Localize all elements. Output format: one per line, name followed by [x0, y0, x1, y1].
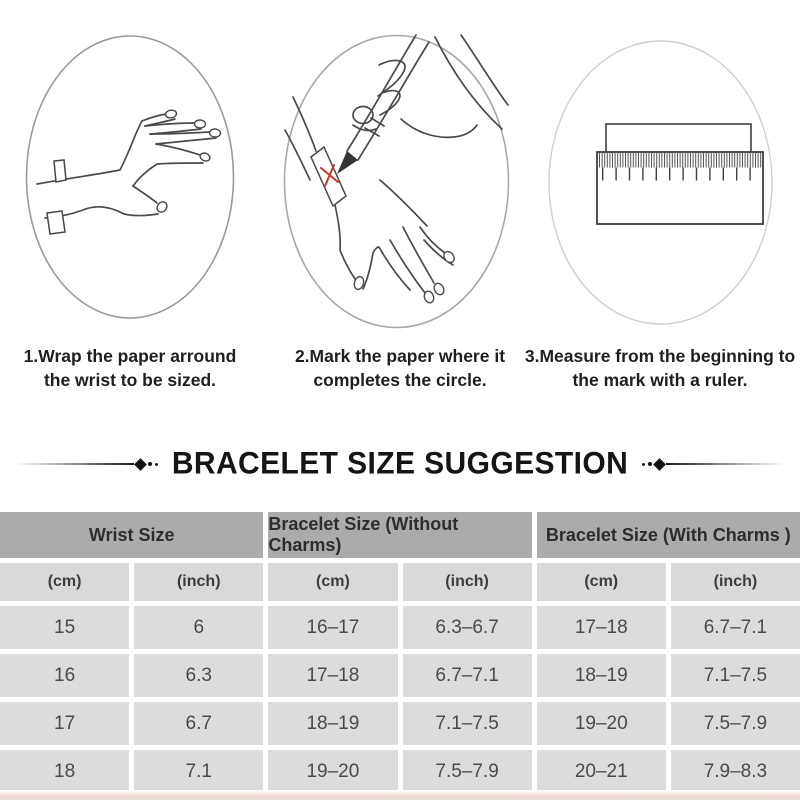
table-cell: 7.1–7.5: [402, 702, 532, 745]
table-cell: 7.5–7.9: [670, 702, 800, 745]
table-cell: 17–18: [268, 654, 398, 697]
table-cell: 6.7–7.1: [670, 606, 800, 649]
col-group-without-charms: Bracelet Size (Without Charms): [268, 512, 532, 558]
pen-marking-wrist-icon: [283, 34, 510, 329]
unit-header: (cm): [0, 563, 130, 601]
dot-icon: [641, 462, 645, 466]
unit-header: (inch): [134, 563, 264, 601]
table-cell: 6.7: [134, 702, 264, 745]
table-cell: 19–20: [536, 702, 666, 745]
table-cell: 17: [0, 702, 130, 745]
table-cell: 6.3–6.7: [402, 606, 532, 649]
hand-with-paper-strip-icon: [25, 35, 235, 319]
table-cell: 7.5–7.9: [402, 750, 532, 793]
table-cell: 6.3: [134, 654, 264, 697]
unit-header: (inch): [670, 563, 800, 601]
table-cell: 6.7–7.1: [402, 654, 532, 697]
bottom-accent-strip: [0, 790, 800, 800]
section-title-row: BRACELET SIZE SUGGESTION: [0, 446, 800, 481]
size-table: Wrist Size Bracelet Size (Without Charms…: [0, 512, 800, 793]
table-cell: 7.1–7.5: [670, 654, 800, 697]
col-group-with-charms: Bracelet Size (With Charms ): [536, 512, 800, 558]
step3-caption: 3.Measure from the beginning to the mark…: [524, 346, 796, 391]
step1-caption: 1.Wrap the paper arround the wrist to be…: [23, 346, 237, 391]
ruler-measure-icon: [548, 40, 773, 325]
table-cell: 6: [134, 606, 264, 649]
table-cell: 18: [0, 750, 130, 793]
page-title: BRACELET SIZE SUGGESTION: [171, 446, 629, 481]
dot-icon: [155, 462, 159, 466]
table-cell: 20–21: [536, 750, 666, 793]
dot-icon: [647, 462, 652, 466]
table-cell: 7.1: [134, 750, 264, 793]
diamond-icon: [653, 457, 667, 471]
diamond-icon: [133, 457, 147, 471]
table-cell: 18–19: [536, 654, 666, 697]
table-cell: 7.9–8.3: [670, 750, 800, 793]
table-cell: 16: [0, 654, 130, 697]
ornament-right: [640, 457, 785, 471]
ornament-line: [666, 463, 785, 465]
table-cell: 18–19: [268, 702, 398, 745]
table-cell: 16–17: [268, 606, 398, 649]
ornament-left: [15, 457, 160, 471]
table-cell: 15: [0, 606, 130, 649]
unit-header: (cm): [268, 563, 398, 601]
unit-header: (cm): [536, 563, 666, 601]
dot-icon: [148, 462, 153, 466]
table-cell: 17–18: [536, 606, 666, 649]
col-group-wrist-size: Wrist Size: [0, 512, 264, 558]
ornament-line: [15, 463, 134, 465]
step2-caption: 2.Mark the paper where it completes the …: [294, 346, 506, 391]
table-cell: 19–20: [268, 750, 398, 793]
unit-header: (inch): [402, 563, 532, 601]
